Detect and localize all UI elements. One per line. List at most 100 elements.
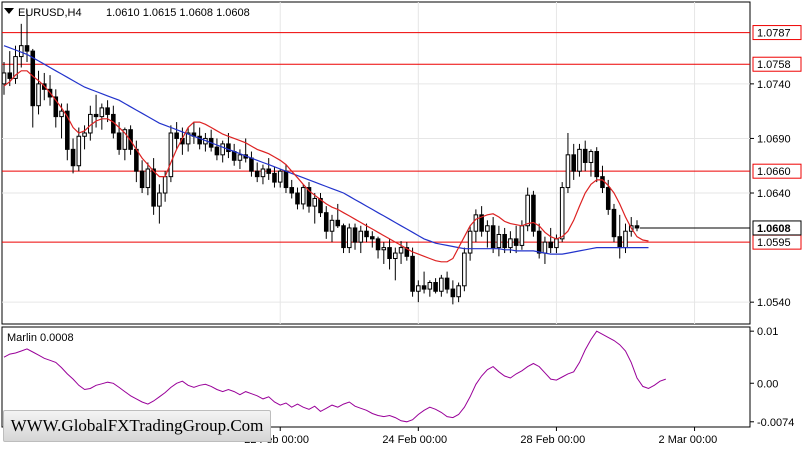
candle-body [485, 225, 490, 232]
candle-body [249, 157, 254, 172]
watermark-banner: WWW.GlobalFXTradingGroup.Com [3, 410, 271, 442]
candle-body [266, 168, 271, 174]
candle-body [82, 132, 87, 137]
candle-body [444, 277, 450, 290]
indicator-tick-label: 0.00 [757, 378, 778, 390]
price-tick-label: 1.0740 [757, 79, 791, 91]
candle-body [623, 230, 628, 249]
candle-body [214, 146, 220, 156]
time-tick-label: 24 Feb 00:00 [382, 434, 447, 446]
candle-body [456, 285, 461, 298]
candle-body [30, 50, 36, 107]
candle-body [36, 83, 41, 107]
candle-body [197, 135, 202, 145]
candle-body [525, 194, 530, 227]
candle-body [323, 212, 329, 232]
candle-body [513, 238, 519, 246]
candle-body [116, 132, 122, 150]
candle-body [600, 176, 605, 189]
level-label-box [752, 163, 802, 179]
candles [1, 9, 640, 305]
candle-body [473, 214, 479, 232]
candle-body [151, 168, 156, 207]
candle-body [99, 107, 105, 118]
oscillator-line [3, 330, 666, 423]
candle-body [393, 252, 398, 260]
ma-slow-line [3, 45, 649, 255]
candle-body [450, 288, 456, 298]
ma-fast-line [3, 70, 649, 263]
ohlc-readout: 1.0610 1.0615 1.0608 1.0608 [106, 7, 250, 19]
candle-body [254, 170, 260, 178]
candle-body [479, 214, 484, 232]
candle-body [594, 151, 600, 178]
candle-body [70, 148, 76, 167]
time-tick-label: 2 Mar 00:00 [659, 434, 718, 446]
time-axis: 22 Feb 00:00 24 Feb 00:00 28 Feb 00:00 2 Ma… [244, 427, 717, 446]
oscillator [3, 330, 666, 423]
price-panel-frame [1, 1, 751, 325]
candle-body [421, 285, 427, 290]
indicator-label: Marlin 0.0008 [7, 332, 74, 344]
candle-body [410, 255, 415, 292]
price-axis: 1.0740 1.0690 1.0640 1.0540 0.01 0.00 -0.0074 [750, 79, 794, 429]
candle-body [134, 148, 139, 172]
candle-body [398, 247, 404, 254]
level-label: 1.0758 [757, 59, 791, 71]
candle-body [346, 227, 352, 249]
candle-body [439, 277, 444, 292]
candle-body [237, 154, 243, 161]
indicator-tick-label: 0.01 [757, 326, 778, 338]
candle-body [571, 154, 576, 172]
price-tick-label: 1.0640 [757, 188, 791, 200]
moving-averages [3, 45, 649, 263]
candle-body [283, 170, 289, 189]
candle-body [128, 129, 133, 150]
candle-body [559, 187, 565, 240]
candle-body [404, 247, 410, 257]
indicator-tick-label: -0.0074 [757, 417, 794, 429]
candle-body [318, 197, 323, 214]
collapse-triangle-icon[interactable] [4, 8, 14, 14]
candle-body [370, 236, 375, 240]
candle-body [554, 238, 559, 249]
candle-body [65, 110, 70, 150]
candle-body [174, 132, 179, 139]
candle-body [531, 194, 536, 232]
candle-body [231, 151, 237, 161]
level-labels: 1.0787 1.0758 1.0660 1.0595 1.0608 [640, 25, 802, 250]
candle-body [162, 176, 168, 194]
candle-body [341, 225, 346, 249]
candle-body [122, 129, 128, 150]
candle-body [548, 241, 553, 249]
price-tick-label: 1.0540 [757, 297, 791, 309]
candle-body [565, 154, 571, 189]
candle-body [496, 233, 502, 249]
candle-body [605, 187, 611, 210]
candle-body [157, 192, 162, 207]
candle-body [168, 132, 174, 178]
candle-body [93, 113, 99, 118]
candle-body [335, 219, 341, 227]
level-label: 1.0787 [757, 28, 791, 40]
candle-body [306, 187, 312, 207]
candle-body [467, 230, 473, 254]
candle-body [260, 168, 266, 178]
candle-body [105, 107, 110, 115]
level-label: 1.0660 [757, 166, 791, 178]
candle-body [13, 56, 18, 79]
candle-body [226, 143, 231, 153]
candle-body [277, 170, 283, 183]
candle-body [295, 192, 300, 205]
candle-body [381, 247, 387, 251]
candle-body [588, 151, 594, 163]
candle-body [577, 148, 582, 172]
candle-body [185, 132, 191, 145]
candle-body [416, 285, 421, 292]
candle-body [427, 282, 433, 290]
candle-body [272, 172, 277, 183]
candle-body [139, 170, 145, 189]
candle-body [220, 143, 225, 156]
candle-body [145, 168, 151, 189]
